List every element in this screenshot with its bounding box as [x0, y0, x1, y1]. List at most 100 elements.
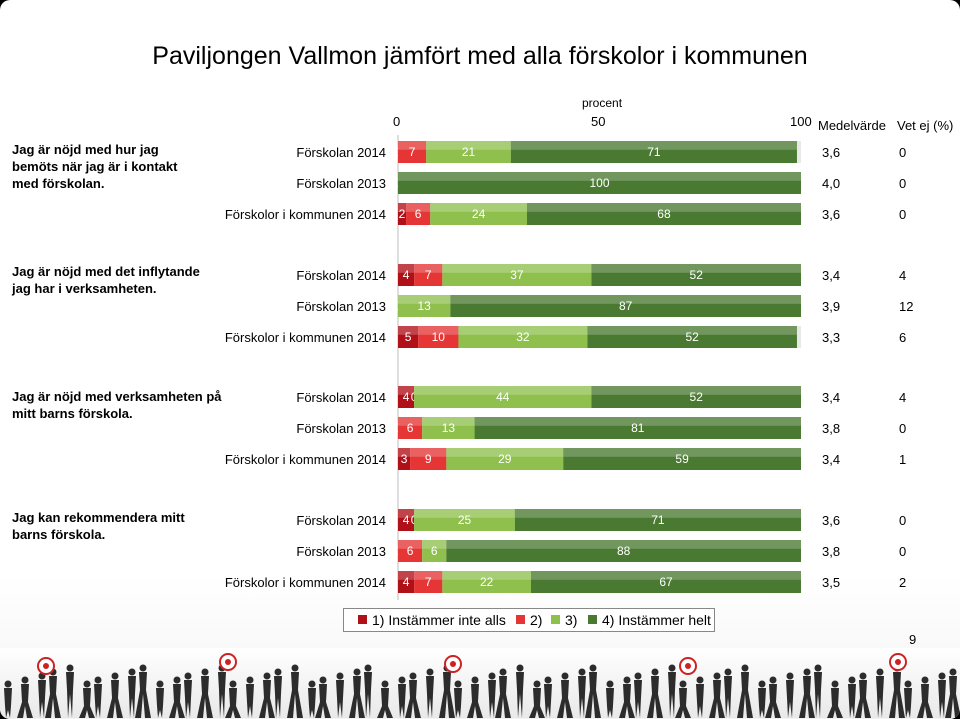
crowd-person-body [79, 688, 95, 718]
bar-segment-highlight [398, 203, 407, 212]
bar-segment [563, 448, 801, 470]
crowd-person-body [495, 676, 511, 718]
mean-value: 3,4 [822, 452, 840, 467]
crowd-person-head [724, 668, 732, 676]
bar-segment [414, 571, 443, 593]
bar-segment [426, 141, 511, 163]
bar-value-label: 71 [647, 145, 661, 159]
bar-segment-highlight [422, 540, 447, 549]
bar-segment-highlight [422, 417, 475, 426]
bar-value-label: 52 [690, 390, 704, 404]
crowd-person-body [197, 676, 213, 718]
bar-segment [526, 203, 801, 225]
bar-value-label: 6 [407, 421, 414, 435]
crowd-person-head [679, 680, 687, 688]
bar-segment [446, 448, 564, 470]
bar-value-label: 4 [403, 513, 410, 527]
crowd-person-head [409, 672, 417, 680]
crowd-person-head [668, 664, 676, 672]
crowd-person-body [889, 672, 905, 718]
bar-segment-highlight [587, 326, 797, 335]
row-label: Förskolor i kommunen 2014 [225, 452, 386, 467]
bar-segment-highlight [398, 448, 411, 457]
crowd-person-body [184, 680, 192, 718]
bar-segment [398, 326, 419, 348]
crowd-person-body [876, 676, 884, 718]
bar-value-label: 25 [458, 513, 472, 527]
crowd-person-body [4, 688, 12, 718]
crowd-person-head [426, 668, 434, 676]
crowd-person-head [848, 676, 856, 684]
crowd-person-body [619, 684, 635, 718]
row-label: Förskolan 2014 [296, 145, 386, 160]
dontknow-value: 4 [899, 390, 906, 405]
row-label: Förskolor i kommunen 2014 [225, 207, 386, 222]
crowd-person-head [291, 664, 299, 672]
row-label: Förskolan 2013 [296, 421, 386, 436]
bar-segment [406, 203, 431, 225]
crowd-person-body [364, 672, 372, 718]
bar-value-label: 2 [399, 207, 406, 221]
crowd-person-head [111, 672, 119, 680]
crowd-person-head [398, 676, 406, 684]
legend-swatch-2 [516, 615, 525, 624]
page-number: 9 [909, 632, 917, 647]
bar-segment-highlight [414, 386, 592, 395]
bar-segment [430, 203, 527, 225]
crowd-person-body [585, 672, 601, 718]
crowd-person-head [949, 668, 957, 676]
axis-label: procent [582, 96, 623, 110]
bar-segment [398, 448, 411, 470]
crowd-person-head [499, 668, 507, 676]
bar-segment [442, 264, 592, 286]
crowd-person-body [606, 688, 614, 718]
bar-segment [398, 509, 415, 531]
crowd-person-body [128, 676, 136, 718]
crowd-person-head [533, 680, 541, 688]
crowd-person-head [921, 676, 929, 684]
crowd-person-head [938, 672, 946, 680]
bar-segment-highlight [418, 326, 459, 335]
bar-segment-highlight [398, 571, 415, 580]
bar-value-label: 22 [480, 575, 494, 589]
crowd-person-body [405, 680, 421, 718]
crowd-person-body [529, 688, 545, 718]
bar-value-label: 13 [442, 421, 456, 435]
bar-value-label: 24 [472, 207, 486, 221]
crowd-person-head [471, 676, 479, 684]
crowd-person-head [758, 680, 766, 688]
bar-value-label: 87 [619, 299, 633, 313]
mean-value: 3,8 [822, 544, 840, 559]
bar-value-label: 6 [415, 207, 422, 221]
row-label: Förskolor i kommunen 2014 [225, 575, 386, 590]
crowd-person-head [454, 680, 462, 688]
legend-label-4: 4) Instämmer helt [602, 612, 711, 628]
mean-value: 3,9 [822, 299, 840, 314]
axis-tick-50: 50 [591, 114, 606, 129]
page-title: Paviljongen Vallmon jämfört med alla för… [152, 42, 808, 70]
bar-segment [591, 386, 801, 408]
bar-segment-highlight [410, 448, 447, 457]
crowd-person-body [259, 680, 275, 718]
crowd-person-body [516, 672, 524, 718]
crowd-person-body [765, 684, 781, 718]
crowd-person-body [45, 676, 61, 718]
crowd-person-body [724, 676, 732, 718]
bar-segment [458, 326, 588, 348]
crowd-person-head [83, 680, 91, 688]
bar-segment [587, 326, 797, 348]
crowd-person-head [516, 664, 524, 672]
crowd-person-head [201, 668, 209, 676]
mean-value: 3,4 [822, 268, 840, 283]
legend-swatch-1 [358, 615, 367, 624]
crowd-person-head [859, 672, 867, 680]
crowd-person-head [623, 676, 631, 684]
bar-segment-highlight [398, 172, 801, 181]
dontknow-value: 0 [899, 145, 906, 160]
crowd-person-body [246, 684, 254, 718]
bar-segment-highlight [426, 141, 511, 150]
dontknow-value: 0 [899, 513, 906, 528]
crowd-person-body [439, 672, 455, 718]
bar-segment [398, 386, 415, 408]
